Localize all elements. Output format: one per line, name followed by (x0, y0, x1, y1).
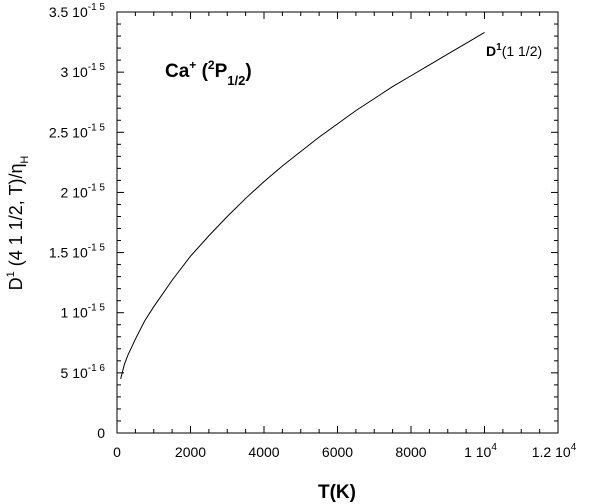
x-tick-label: 4000 (248, 444, 279, 460)
ylabel-sub: H (19, 156, 31, 164)
x-axis-title: T(K) (318, 482, 356, 503)
x-tick-label-mantissa: 1 10 (464, 444, 491, 460)
x-tick-label-mantissa: 0 (113, 444, 121, 460)
annotation-sup2: 2 (208, 58, 215, 72)
y-tick-label: 3.5 10-1 5 (49, 2, 106, 20)
y-tick-label: 1.5 10-1 5 (49, 243, 106, 261)
y-tick-label-exponent: -1 5 (88, 122, 106, 133)
x-tick-label-mantissa: 1.2 10 (532, 444, 571, 460)
series-label-sup: 1 (496, 42, 502, 53)
x-tick-label-exponent: 4 (571, 442, 577, 453)
x-tick-label: 6000 (322, 444, 353, 460)
y-tick-label-mantissa: 5 10 (61, 365, 88, 381)
annotation-main: Ca (165, 61, 190, 82)
annotation-sup1: + (189, 58, 196, 72)
y-tick-label-mantissa: 2.5 10 (49, 124, 88, 140)
x-tick-label: 8000 (395, 444, 426, 460)
y-tick-label-mantissa: 1 10 (61, 305, 88, 321)
y-tick-label-exponent: -1 5 (88, 243, 106, 254)
x-tick-label-mantissa: 4000 (248, 444, 279, 460)
y-tick-label-exponent: -1 5 (88, 62, 106, 73)
axis-ticks (116, 11, 559, 434)
y-tick-label-mantissa: 3.5 10 (49, 4, 88, 20)
series-label-rest: (1 1/2) (502, 43, 542, 59)
annotation-letter: P (215, 61, 228, 82)
y-tick-label-mantissa: 1.5 10 (49, 245, 88, 261)
series-label: D1(1 1/2) (486, 42, 542, 59)
annotation-paren-open: ( (196, 61, 208, 82)
ylabel-middle: (4 1 1/2, T)/η (6, 164, 26, 272)
chart-annotation: Ca+ (2P1/2) (165, 58, 252, 88)
annotation-paren-close: ) (245, 61, 251, 82)
y-tick-labels: 05 10-1 61 10-1 51.5 10-1 52 10-1 52.5 1… (49, 2, 106, 441)
x-tick-label: 2000 (175, 444, 206, 460)
y-tick-label: 2 10-1 5 (61, 182, 106, 200)
x-tick-label-mantissa: 8000 (395, 444, 426, 460)
x-tick-label: 0 (113, 444, 121, 460)
y-tick-label: 2.5 10-1 5 (49, 122, 106, 140)
y-tick-label-exponent: -1 6 (88, 363, 106, 374)
y-tick-label: 5 10-1 6 (61, 363, 106, 381)
y-tick-label: 3 10-1 5 (61, 62, 106, 80)
x-tick-label: 1.2 104 (532, 442, 577, 460)
x-tick-label: 1 104 (464, 442, 497, 460)
ylabel-sup: 1 (5, 271, 17, 277)
series-line (120, 32, 485, 379)
y-axis-title: D1 (4 1 1/2, T)/ηH (5, 156, 31, 291)
y-tick-label-mantissa: 0 (97, 425, 105, 441)
y-tick-label-mantissa: 2 10 (61, 184, 88, 200)
x-tick-label-exponent: 4 (491, 442, 497, 453)
x-tick-label-mantissa: 6000 (322, 444, 353, 460)
y-tick-label-mantissa: 3 10 (61, 64, 88, 80)
x-tick-label-mantissa: 2000 (175, 444, 206, 460)
ylabel-main: D (6, 277, 26, 290)
x-tick-labels: 0 2000 4000 6000 8000 1 104 1.2 104 (113, 442, 577, 460)
y-tick-label-exponent: -1 5 (88, 2, 106, 13)
y-tick-label-exponent: -1 5 (88, 182, 106, 193)
annotation-sub: 1/2 (227, 73, 245, 88)
y-tick-label-exponent: -1 5 (88, 303, 106, 314)
y-tick-label: 0 (97, 425, 105, 441)
series-label-main: D (486, 43, 496, 59)
y-tick-label: 1 10-1 5 (61, 303, 106, 321)
